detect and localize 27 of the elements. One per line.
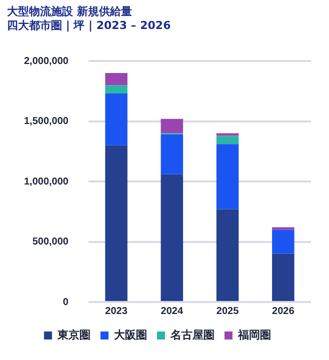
bar: [160, 134, 184, 174]
bar: [105, 145, 128, 301]
y-tick-label: 0: [62, 296, 69, 308]
x-tick-label: 2026: [272, 306, 295, 317]
bar: [272, 254, 294, 301]
bar: [272, 230, 294, 254]
bar: [216, 209, 239, 301]
x-tick-label: 2024: [160, 306, 184, 317]
bar: [216, 144, 239, 210]
legend-label: 名古屋圏: [170, 328, 214, 342]
bar: [160, 174, 184, 301]
legend-label: 福岡圏: [237, 328, 271, 342]
bar: [105, 94, 128, 146]
chart-subtitle: 四大都市圏 | 坪 | 2023 – 2026: [7, 19, 172, 33]
chart-title: 大型物流施設 新規供給量: [7, 5, 133, 19]
legend-label: 東京圏: [56, 328, 90, 342]
y-tick-label: 1,000,000: [24, 176, 69, 188]
x-tick-label: 2025: [216, 306, 240, 317]
x-tick-label: 2023: [105, 306, 128, 317]
legend-label: 大阪圏: [114, 328, 147, 342]
bar: [160, 118, 184, 134]
y-tick-label: 2,000,000: [24, 56, 69, 67]
bar: [105, 85, 128, 94]
bar: [105, 73, 128, 86]
y-tick-label: 500,000: [32, 236, 69, 248]
bar: [216, 136, 239, 144]
y-tick-label: 1,500,000: [24, 116, 69, 127]
